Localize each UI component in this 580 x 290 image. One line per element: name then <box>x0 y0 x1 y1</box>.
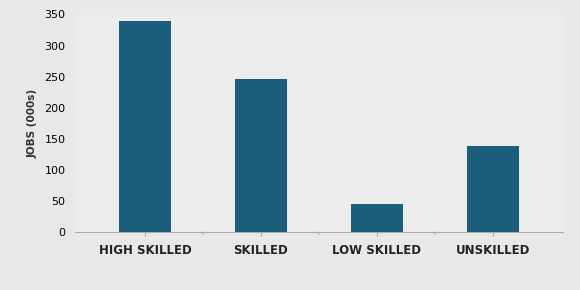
Bar <box>119 21 171 232</box>
Bar <box>467 146 519 232</box>
Bar <box>235 79 287 232</box>
Y-axis label: JOBS (000s): JOBS (000s) <box>28 89 38 158</box>
Bar <box>351 204 403 232</box>
